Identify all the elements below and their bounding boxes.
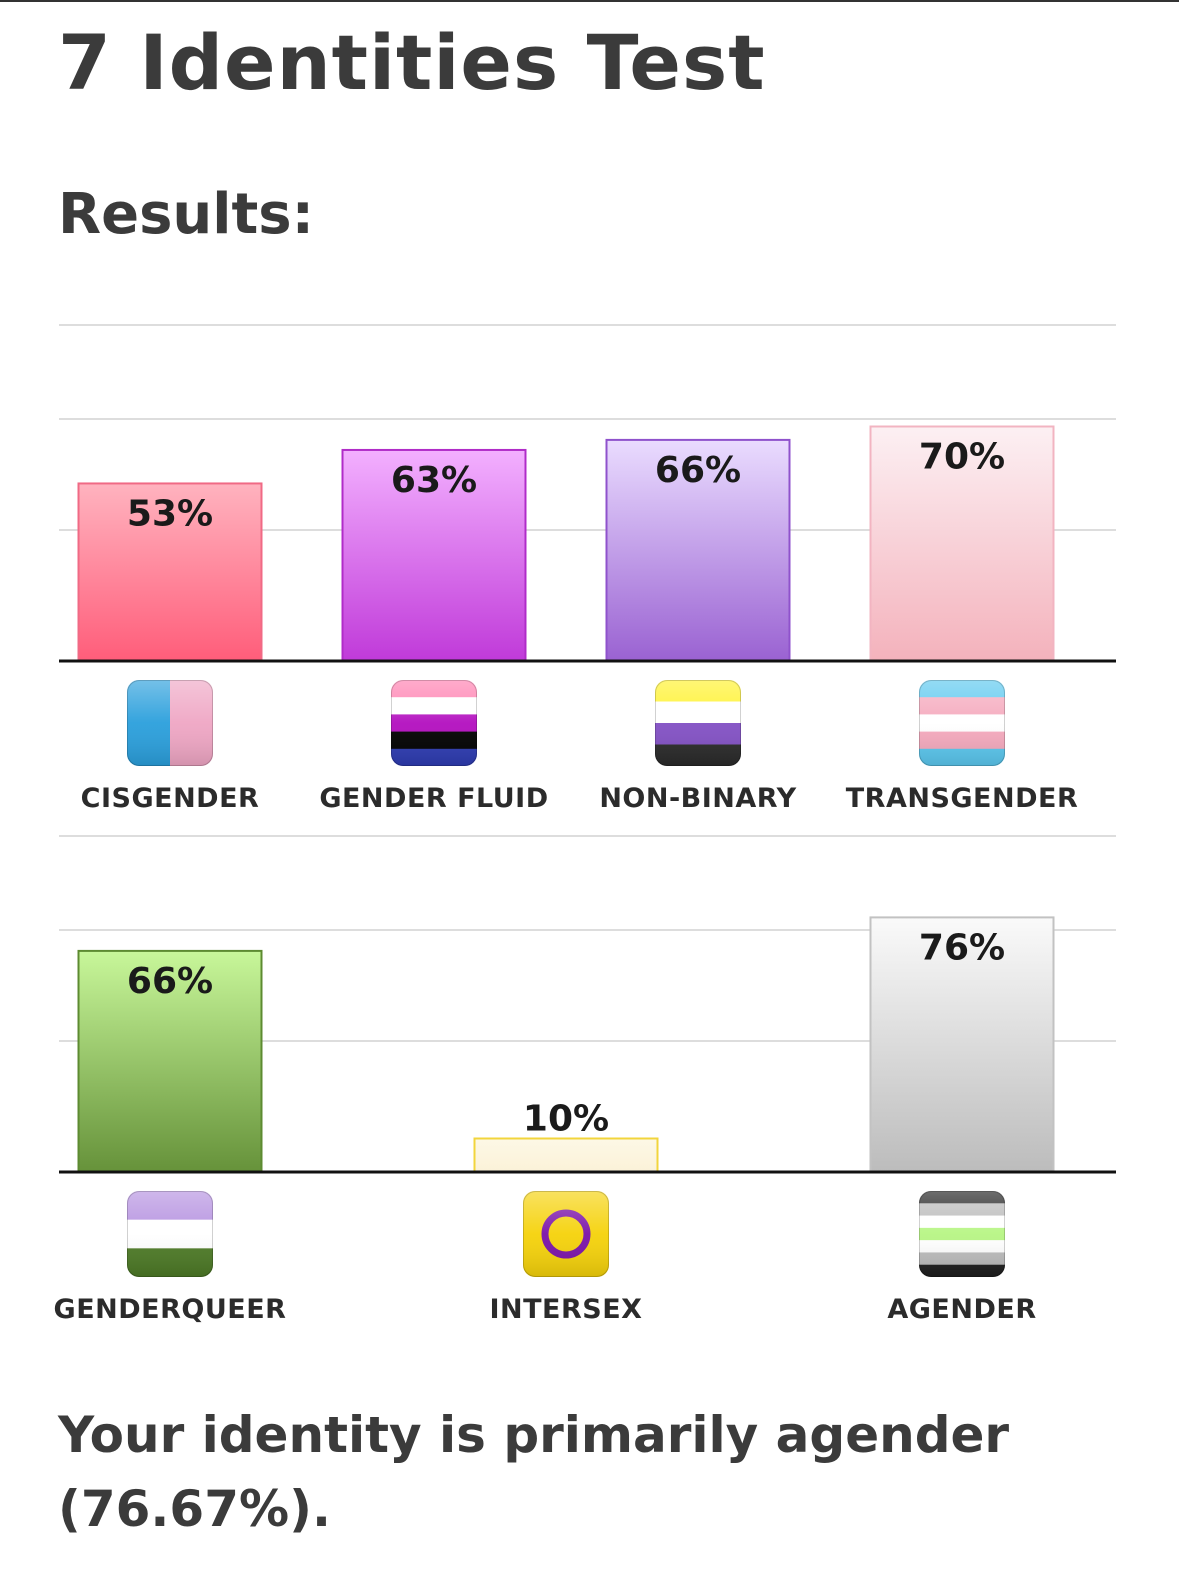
bar-value-intersex: 10% <box>523 1099 609 1140</box>
category-label-agender: AGENDER <box>887 1294 1036 1325</box>
intersex-symbol-icon <box>523 1191 609 1277</box>
chart-panel-1: 53% CISGENDER 63% GENDER FLUID 66% NON-BINARY… <box>59 324 1116 837</box>
page-title: 7 Identities Test <box>58 18 766 107</box>
bar-non-binary <box>605 438 791 662</box>
category-label-intersex: INTERSEX <box>489 1294 642 1325</box>
category-label-genderqueer: GENDERQUEER <box>54 1294 287 1325</box>
category-label-gender-fluid: GENDER FLUID <box>319 783 548 814</box>
bar-intersex <box>473 1137 659 1173</box>
cisgender-flag-icon <box>127 680 213 766</box>
chart-panel-2: 66% GENDERQUEER 10% INTERSEX 76% AGENDER <box>54 916 1116 1325</box>
category-label-cisgender: CISGENDER <box>81 783 260 814</box>
bar-value-cisgender: 53% <box>127 493 213 534</box>
bar-value-transgender: 70% <box>919 437 1005 478</box>
top-rule <box>0 0 1179 2</box>
bar-transgender <box>869 425 1055 662</box>
nonbinary-flag-icon <box>655 680 741 766</box>
bar-gender-fluid <box>341 448 527 663</box>
bar-value-non-binary: 66% <box>655 450 741 491</box>
bar-agender <box>869 916 1055 1174</box>
result-summary: Your identity is primarily agender (76.6… <box>58 1406 1010 1538</box>
transgender-flag-icon <box>919 680 1005 766</box>
category-label-non-binary: NON-BINARY <box>599 783 796 814</box>
agender-flag-icon <box>919 1191 1005 1277</box>
category-label-transgender: TRANSGENDER <box>846 783 1079 814</box>
bar-value-gender-fluid: 63% <box>391 460 477 501</box>
bar-value-genderqueer: 66% <box>127 961 213 1002</box>
results-heading: Results: <box>58 182 314 247</box>
bar-value-agender: 76% <box>919 927 1005 968</box>
genderqueer-flag-icon <box>127 1191 213 1277</box>
bar-genderqueer <box>77 949 263 1174</box>
genderfluid-flag-icon <box>391 680 477 766</box>
